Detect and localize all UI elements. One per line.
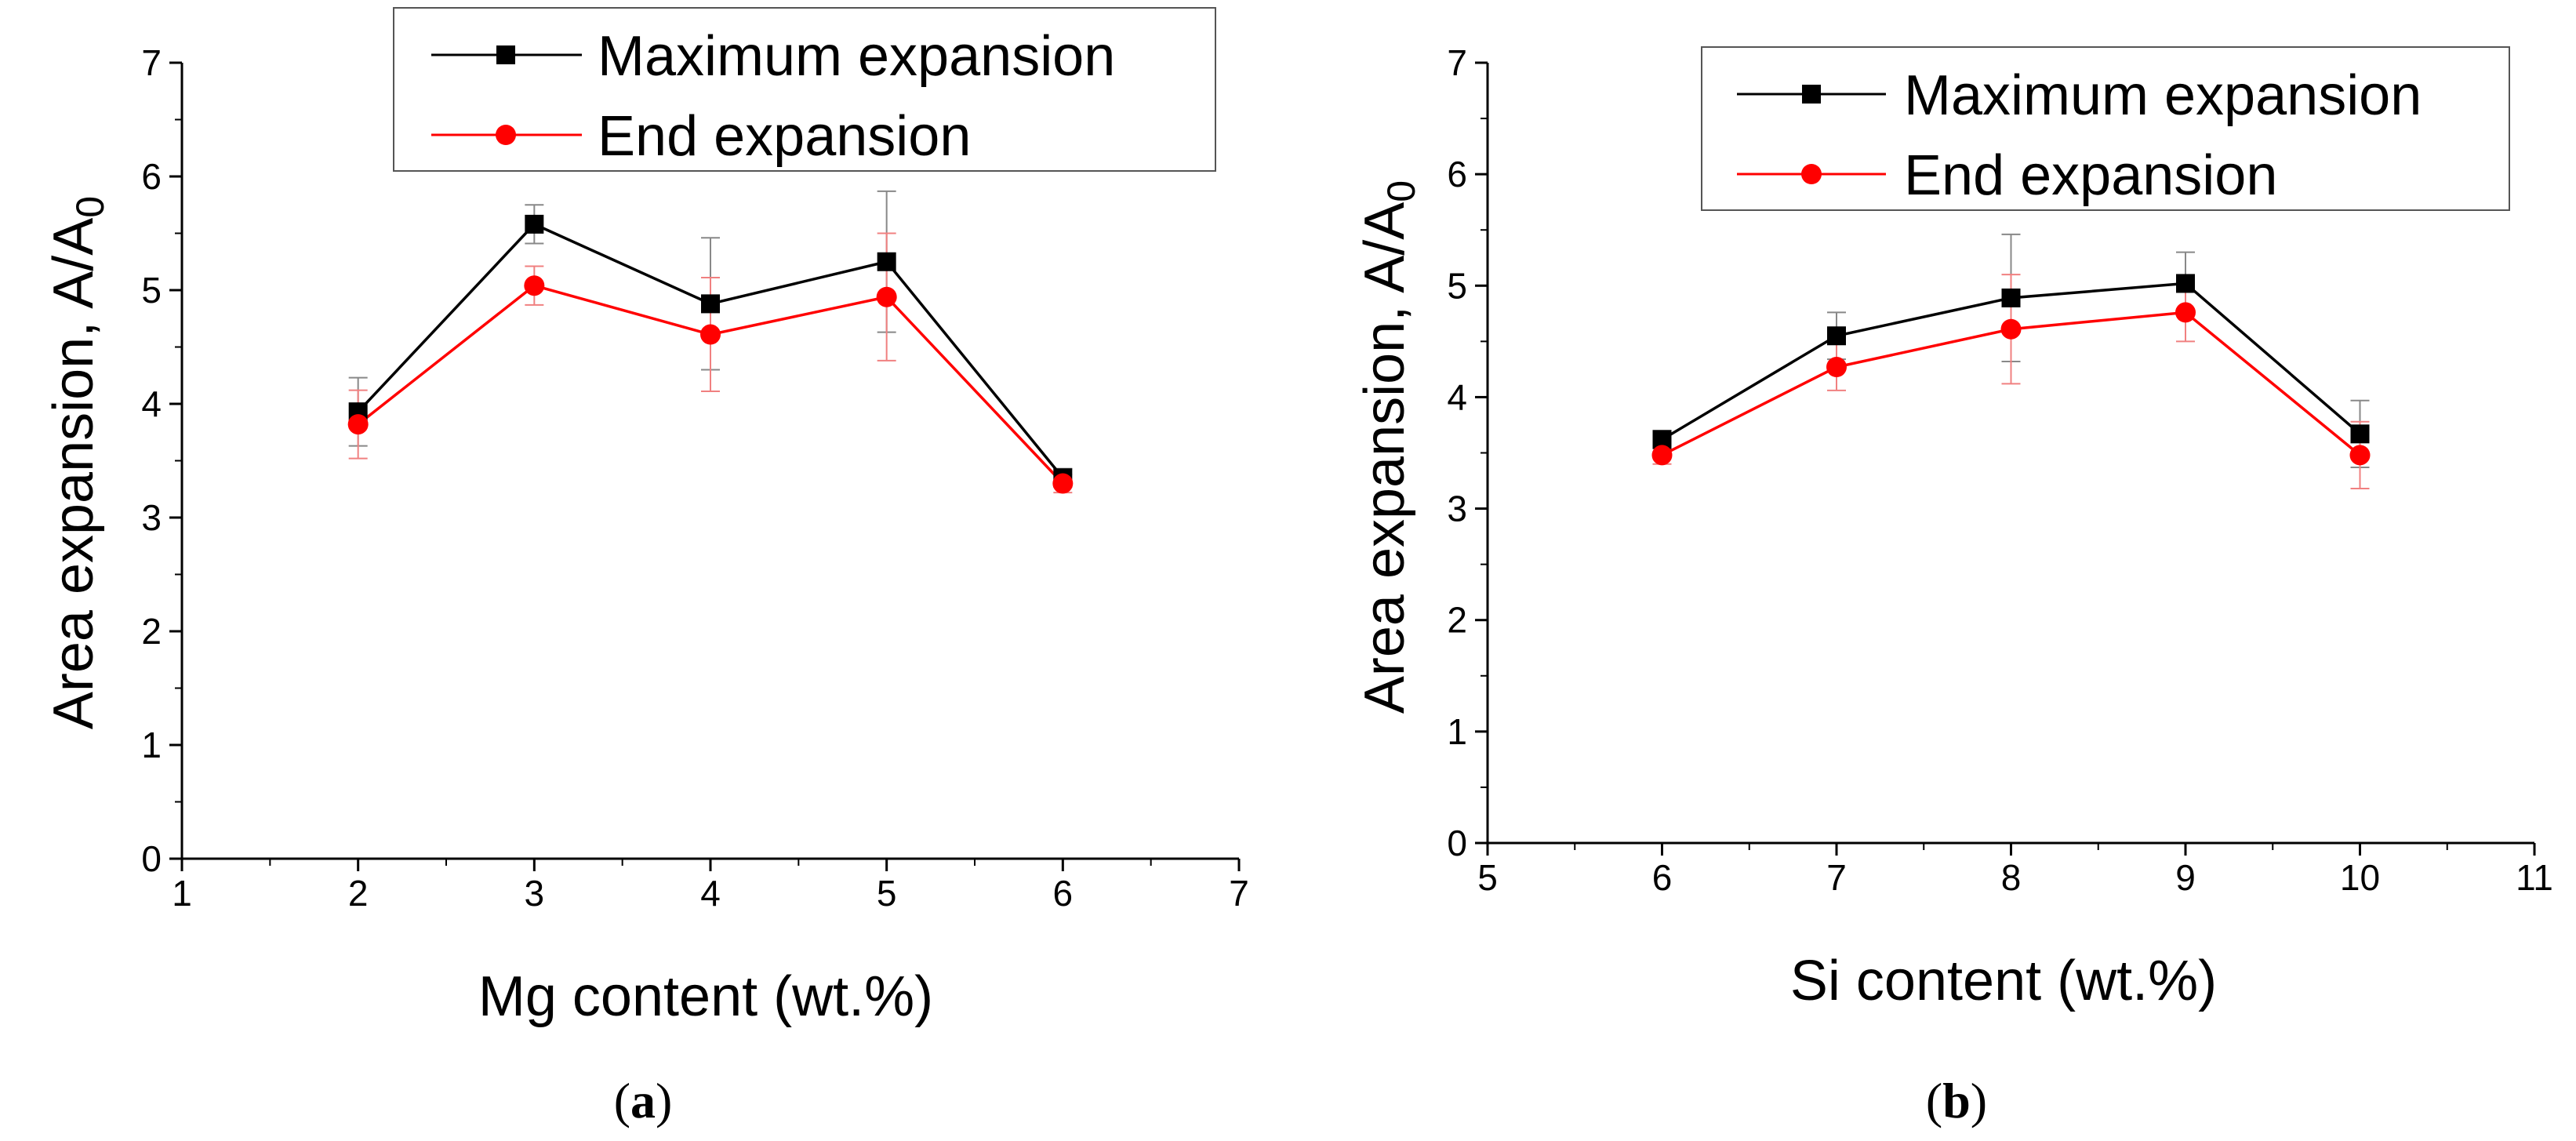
legend-box [1701,46,2510,211]
data-point-end-expansion [700,324,721,345]
y-tick-label: 7 [1447,42,1467,83]
axes-layer [1475,61,2536,856]
tick-labels-layer: 0 1 2 3 4 5 6 7 5 6 7 8 9 10 11 [1447,42,2552,898]
x-tick-label: 7 [1826,857,1847,898]
panel-label-open-paren: ( [614,1073,630,1128]
x-axis-title: Si content (wt.%) [1790,950,2217,1012]
y-tick-label: 0 [1447,823,1467,863]
axes-layer [169,61,1241,871]
y-tick-label: 0 [141,838,162,879]
data-point-end-expansion [1826,357,1847,378]
legend-marker-square [1802,85,1821,104]
panel-label-close-paren: ) [656,1073,672,1128]
legend-marker-square [496,45,515,64]
legend-label-maximum: Maximum expansion [1904,64,2422,127]
data-point-maximum-expansion [2350,424,2370,444]
data-point-end-expansion [2349,445,2371,466]
y-axis-title: Area expansion, A/A0 [1353,180,1423,714]
y-tick-label: 3 [141,497,162,538]
x-tick-label: 6 [1053,873,1074,914]
legend-entry-end: End expansion [1737,144,2277,207]
legend-box [393,7,1216,172]
legend-entry-end: End expansion [431,105,971,168]
x-tick-label: 9 [2175,857,2196,898]
x-tick-label: 6 [1652,857,1673,898]
x-tick-label: 11 [2516,857,2553,898]
y-tick-label: 7 [141,42,162,83]
data-point-end-expansion [1052,473,1074,494]
legend-marker-circle [1801,164,1822,184]
y-tick-label: 5 [141,270,162,311]
y-axis-title-main: Area expansion, A/A [1353,202,1416,714]
x-tick-label: 4 [700,873,721,914]
data-point-end-expansion [347,414,369,435]
data-point-end-expansion [2000,318,2022,340]
panel-label-letter: b [1942,1073,1971,1128]
error-bars-layer [1652,233,2370,489]
x-tick-label: 2 [348,873,369,914]
panel-label-b: (b) [1926,1073,1987,1128]
x-tick-label: 5 [877,873,897,914]
legend-entry-maximum: Maximum expansion [1737,64,2422,127]
data-point-maximum-expansion [525,214,544,234]
y-tick-label: 1 [1447,711,1467,752]
legend-label-end: End expansion [1904,144,2277,207]
data-point-end-expansion [2175,302,2196,323]
y-tick-label: 6 [1447,154,1467,194]
y-tick-label: 5 [1447,265,1467,306]
data-point-end-expansion [876,286,897,307]
y-tick-label: 4 [1447,376,1467,417]
panel-label-letter: a [630,1073,656,1128]
y-axis-title-main: Area expansion, A/A [42,218,105,729]
panel-label-a: (a) [614,1073,673,1128]
legend-entry-maximum: Maximum expansion [431,25,1115,88]
x-axis-title: Mg content (wt.%) [478,965,933,1028]
data-point-end-expansion [1651,445,1673,466]
y-tick-label: 2 [141,611,162,652]
x-tick-label: 10 [2340,857,2380,898]
y-tick-label: 3 [1447,489,1467,529]
data-point-maximum-expansion [1827,326,1846,346]
x-tick-label: 3 [525,873,545,914]
y-axis-title: Area expansion, A/A0 [42,196,112,729]
y-tick-label: 2 [1447,600,1467,641]
chart-panel-b: 0 1 2 3 4 5 6 7 5 6 7 8 9 10 11 Si content (wt.%) Area… [1353,42,2553,1128]
x-tick-label: 7 [1229,873,1249,914]
data-point-end-expansion [524,275,545,296]
panel-label-open-paren: ( [1926,1073,1942,1128]
data-point-maximum-expansion [877,252,896,271]
markers-layer [1651,274,2371,466]
markers-layer [347,214,1074,494]
legend-label-maximum: Maximum expansion [598,25,1115,88]
legend-label-end: End expansion [598,105,971,168]
legend: Maximum expansion End expansion [1701,46,2510,211]
x-tick-label: 5 [1477,857,1498,898]
y-tick-label: 4 [141,383,162,424]
legend-marker-circle [496,125,516,145]
x-tick-label: 8 [2001,857,2022,898]
x-tick-label: 1 [172,873,192,914]
data-point-maximum-expansion [2176,274,2195,293]
y-axis-title-subscript: 0 [68,196,112,218]
y-axis-title-subscript: 0 [1379,180,1423,202]
data-point-maximum-expansion [701,294,720,314]
data-point-maximum-expansion [2001,288,2021,307]
y-tick-label: 1 [141,725,162,765]
legend: Maximum expansion End expansion [393,7,1216,172]
panel-label-close-paren: ) [1971,1073,1987,1128]
y-tick-label: 6 [141,156,162,197]
